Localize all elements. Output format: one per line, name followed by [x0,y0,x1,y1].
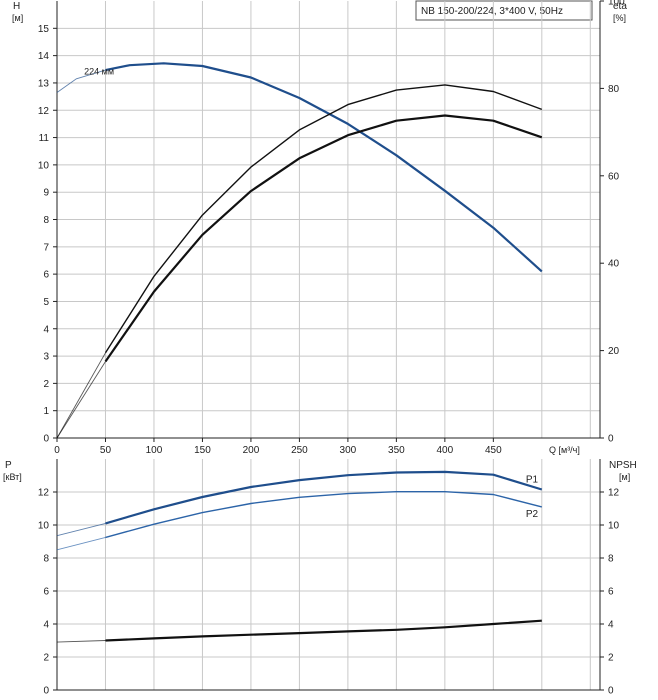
224-мм-curve [105,62,543,273]
left-tick-label: 7 [43,242,49,253]
left-tick-label: 12 [38,106,50,117]
upper-left-axis-label: H [13,1,20,12]
left-tick-label: 0 [43,686,49,697]
lower-left-axis-unit: [кВт] [3,472,22,482]
left-tick-label: 2 [43,379,49,390]
p2-curve [105,491,542,539]
title-box-text: NB 150-200/224, 3*400 V, 50Hz [421,6,563,17]
p1-label: P1 [526,475,539,486]
p2-label: P2 [526,509,539,520]
right-tick-label: 60 [608,171,620,182]
p1-curve-extrapolated [56,522,106,537]
right-tick-label: 80 [608,84,620,95]
left-tick-label: 5 [43,297,49,308]
left-tick-label: 8 [43,215,49,226]
x-tick-label: 350 [388,445,405,456]
left-tick-label: 6 [43,587,49,598]
eta_lower-curve-extrapolated [56,361,106,439]
right-tick-label: 40 [608,259,620,270]
upper-left-axis-unit: [м] [12,13,23,23]
p1-curve [105,470,543,525]
right-tick-label: 20 [608,346,620,357]
left-tick-label: 11 [39,133,50,144]
left-tick-label: 2 [43,653,49,664]
right-tick-label: 12 [608,488,620,499]
left-tick-label: 9 [43,188,49,199]
right-tick-label: 10 [608,521,620,532]
x-tick-label: 450 [485,445,502,456]
npsh-curve-extrapolated [56,640,106,643]
left-tick-label: 0 [43,434,49,445]
x-tick-label: 100 [146,445,163,456]
224-мм-curve-extrapolated [56,69,106,93]
right-tick-label: 4 [608,620,614,631]
right-tick-label: 0 [608,686,614,697]
eta_upper-curve [104,84,543,354]
lower-right-axis-label: NPSH [609,460,637,471]
p2-curve-extrapolated [56,536,106,551]
upper-right-axis-unit: [%] [613,13,626,23]
left-tick-label: 8 [43,554,49,565]
left-tick-label: 10 [38,521,50,532]
npsh-curve [105,619,542,642]
x-tick-label: 300 [340,445,357,456]
left-tick-label: 3 [43,352,49,363]
right-tick-label: 0 [608,434,614,445]
upper-right-axis-label: eta [613,1,627,12]
impeller-diameter-label: 224 мм [84,67,114,77]
left-tick-label: 13 [38,78,50,89]
right-tick-label: 2 [608,653,614,664]
right-tick-label: 100 [608,0,625,8]
left-tick-label: 14 [38,51,50,62]
left-tick-label: 4 [43,324,49,335]
right-tick-label: 8 [608,554,614,565]
x-tick-label: 50 [100,445,112,456]
left-tick-label: 10 [38,160,50,171]
eta_lower-curve [104,114,543,363]
upper-x-unit-label: Q [м³/ч] [549,445,580,455]
left-tick-label: 15 [38,24,50,35]
left-tick-label: 1 [43,406,49,417]
left-tick-label: 6 [43,270,49,281]
right-tick-label: 6 [608,587,614,598]
left-tick-label: 4 [43,620,49,631]
x-tick-label: 250 [291,445,308,456]
x-tick-label: 0 [54,445,60,456]
x-tick-label: 400 [437,445,454,456]
lower-right-axis-unit: [м] [619,472,630,482]
left-tick-label: 12 [38,488,50,499]
title-box [415,0,593,21]
x-tick-label: 150 [194,445,211,456]
x-tick-label: 200 [243,445,260,456]
lower-left-axis-label: P [5,460,12,471]
eta_upper-curve-extrapolated [56,352,106,439]
